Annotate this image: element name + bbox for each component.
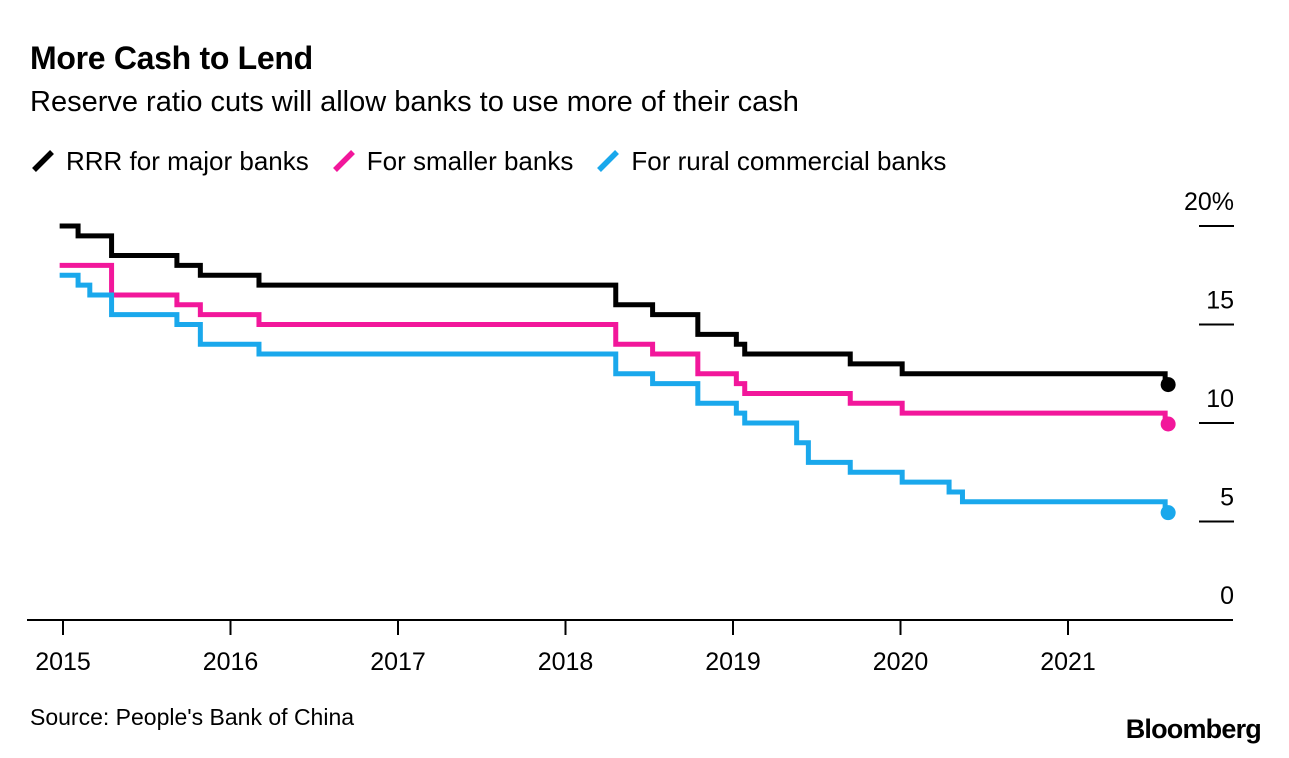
y-tick-label: 10 xyxy=(1206,385,1234,413)
x-tick-label: 2015 xyxy=(35,648,91,676)
legend-swatch-line xyxy=(32,150,54,172)
y-tick-label: 15 xyxy=(1206,287,1234,315)
slash-line-icon xyxy=(332,150,355,172)
series-end-marker-1 xyxy=(1160,416,1176,432)
y-tick-label: 0 xyxy=(1220,582,1234,610)
legend-label: For rural commercial banks xyxy=(631,146,947,176)
legend-swatch-line xyxy=(597,150,620,172)
legend: RRR for major banks For smaller banks Fo… xyxy=(30,148,968,174)
series-line-2 xyxy=(59,272,1168,515)
x-tick-label: 2017 xyxy=(370,648,426,676)
legend-swatch-line xyxy=(332,150,355,172)
x-tick-label: 2021 xyxy=(1040,648,1096,676)
series-end-marker-0 xyxy=(1160,377,1176,393)
series-line-1 xyxy=(59,262,1168,426)
y-tick-label: 5 xyxy=(1220,484,1234,512)
legend-label: For smaller banks xyxy=(366,146,574,176)
y-tick-label: 20% xyxy=(1184,188,1234,216)
x-tick-label: 2018 xyxy=(538,648,594,676)
series-end-marker-2 xyxy=(1160,505,1176,521)
slash-line-icon xyxy=(597,150,620,172)
chart-title: More Cash to Lend xyxy=(30,40,313,76)
source-note: Source: People's Bank of China xyxy=(30,704,355,730)
bloomberg-logo: Bloomberg xyxy=(1125,714,1262,744)
legend-label: RRR for major banks xyxy=(66,146,309,176)
x-tick-label: 2020 xyxy=(873,648,929,676)
x-tick-label: 2019 xyxy=(705,648,761,676)
chart-subtitle: Reserve ratio cuts will allow banks to u… xyxy=(30,86,799,118)
slash-line-icon xyxy=(32,150,54,172)
x-tick-label: 2016 xyxy=(203,648,259,676)
legend-item-smaller-banks: For smaller banks xyxy=(331,146,574,176)
series-line-0 xyxy=(59,223,1168,387)
legend-item-major-banks: RRR for major banks xyxy=(30,148,309,174)
step-line-chart: 20% 15 10 5 0 2015 2016 2017 2018 2019 2020 2021 xyxy=(27,188,1234,676)
legend-item-rural-banks: For rural commercial banks xyxy=(595,148,946,174)
